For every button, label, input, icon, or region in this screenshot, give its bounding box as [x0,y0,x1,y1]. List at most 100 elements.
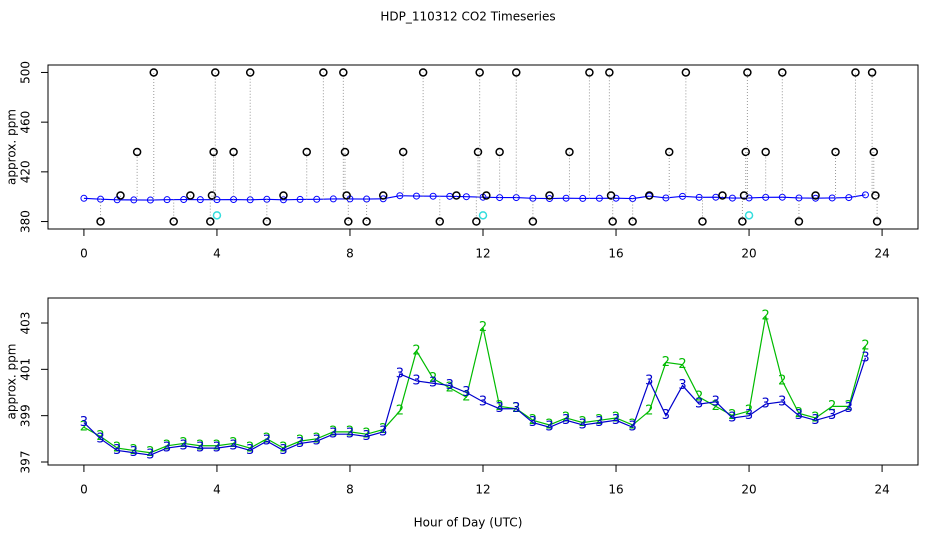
data-point [664,147,674,157]
data-point [628,217,637,226]
point-marker: 3 [678,378,686,393]
data-point [811,191,820,200]
data-point [362,217,371,226]
data-point [851,68,860,77]
point-marker: 3 [762,397,770,412]
point-marker: 3 [130,445,138,460]
point-marker: 3 [579,417,587,432]
point-marker: 2 [346,424,354,439]
point-marker: 2 [728,408,736,423]
data-point [116,191,125,200]
point-marker: 3 [529,415,537,430]
point-marker: 3 [512,401,520,416]
point-marker: 2 [712,399,720,414]
point-marker: 2 [163,438,171,453]
point-marker: 2 [595,413,603,428]
data-point [512,68,521,77]
point-marker: 3 [346,427,354,442]
data-point [585,68,594,77]
point-marker: 2 [213,438,221,453]
data-point [845,194,853,202]
data-point [163,196,171,204]
point-marker: 3 [213,441,221,456]
y-tick-label: 401 [19,358,33,381]
point-marker: 2 [828,399,836,414]
data-point [344,217,353,226]
point-marker: 3 [313,434,321,449]
data-point [738,217,747,226]
point-marker: 3 [196,441,204,456]
point-marker: 3 [778,394,786,409]
point-marker: 3 [629,420,637,435]
point-marker: 2 [329,424,337,439]
point-marker: 2 [113,441,121,456]
point-marker: 3 [562,413,570,428]
point-marker: 3 [279,443,287,458]
x-tick-label: 4 [213,483,221,497]
point-marker: 2 [313,431,321,446]
point-marker: 2 [196,438,204,453]
x-tick-label: 12 [475,483,490,497]
point-marker: 3 [180,438,188,453]
point-marker: 3 [545,420,553,435]
x-tick-label: 16 [608,247,623,261]
x-tick-label: 20 [741,247,756,261]
series-line [83,357,867,456]
data-point [319,68,328,77]
point-marker: 2 [229,436,237,451]
data-point [329,195,337,203]
point-marker: 3 [861,350,869,365]
data-point [475,68,484,77]
data-point [340,147,350,157]
point-marker: 2 [811,410,819,425]
y-axis-label: approx. ppm [5,109,19,185]
data-point [871,191,880,200]
point-marker: 3 [695,397,703,412]
point-marker: 2 [412,343,420,358]
data-point [739,191,749,200]
point-marker: 3 [362,429,370,444]
point-marker: 2 [379,422,387,437]
data-point [869,147,879,157]
data-point [418,68,428,77]
data-point [180,196,188,204]
point-marker: 2 [845,399,853,414]
data-point [462,193,470,201]
data-point [831,147,840,157]
data-point [698,217,707,226]
data-point [339,68,348,77]
point-marker: 3 [712,394,720,409]
point-marker: 3 [96,431,104,446]
data-point [472,217,481,226]
data-point [206,217,215,226]
data-point [545,191,554,200]
point-marker: 3 [412,373,420,388]
point-marker: 2 [279,441,287,456]
point-marker: 2 [362,427,370,442]
point-marker: 2 [695,390,703,405]
x-tick-label: 0 [80,483,88,497]
point-marker: 2 [479,320,487,335]
data-point [608,217,617,226]
x-tick-label: 20 [741,483,756,497]
data-point [209,147,218,157]
point-marker: 3 [329,427,337,442]
data-point [595,194,603,202]
x-tick-label: 0 [80,247,88,261]
data-point [741,147,750,157]
data-point [565,147,574,157]
x-tick-label: 12 [475,247,490,261]
data-point [378,191,388,200]
point-marker: 3 [728,410,736,425]
data-point [412,192,420,200]
point-marker: 2 [645,404,653,419]
point-marker: 2 [579,415,587,430]
x-tick-label: 16 [608,483,623,497]
x-tick-label: 24 [874,247,889,261]
point-marker: 3 [263,434,271,449]
data-point [605,68,614,77]
data-point [80,194,88,202]
data-point [245,68,255,77]
data-point [728,194,736,202]
